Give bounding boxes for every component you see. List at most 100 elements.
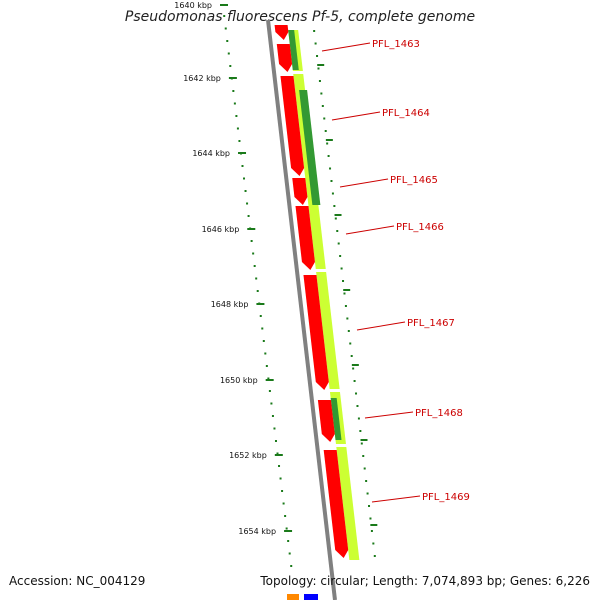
minor-tick <box>279 477 282 480</box>
minor-tick <box>321 105 324 107</box>
minor-tick <box>284 515 287 517</box>
minor-tick <box>337 242 340 245</box>
gene-label: PFL_1464 <box>382 108 430 119</box>
minor-tick <box>250 240 253 242</box>
cds-arrow <box>274 25 289 40</box>
gene-label: PFL_1463 <box>372 39 420 50</box>
minor-tick <box>355 392 358 395</box>
minor-tick <box>320 92 323 95</box>
backbone-line <box>266 19 337 600</box>
genome-summary-text: Topology: circular; Length: 7,074,893 bp… <box>260 574 590 588</box>
minor-tick <box>316 55 319 57</box>
legend-blue-swatch <box>304 594 318 600</box>
minor-tick <box>330 180 333 182</box>
minor-tick <box>326 142 329 145</box>
minor-tick <box>227 52 230 55</box>
major-tick <box>360 439 368 441</box>
map-title: Pseudomonas fluorescens Pf-5, complete g… <box>124 9 476 25</box>
minor-tick <box>343 292 346 295</box>
minor-tick <box>268 390 271 392</box>
gene-label: PFL_1466 <box>396 222 444 233</box>
minor-tick <box>346 317 349 320</box>
minor-tick <box>224 27 227 30</box>
gc-gap <box>290 71 309 74</box>
minor-tick <box>278 465 281 467</box>
minor-tick <box>372 542 375 545</box>
gc-dark-segment <box>299 90 321 205</box>
accession-text: Accession: NC_004129 <box>9 574 146 588</box>
minor-tick <box>264 352 267 355</box>
minor-tick <box>239 152 242 155</box>
cds-arrow <box>303 275 329 390</box>
major-tick <box>284 530 293 532</box>
minor-tick <box>329 167 332 170</box>
minor-tick <box>262 340 265 342</box>
gene-label: PFL_1467 <box>407 318 455 329</box>
major-tick <box>370 524 378 526</box>
minor-tick <box>226 40 229 42</box>
minor-tick <box>267 377 270 380</box>
cds-arrow <box>292 178 308 205</box>
minor-tick <box>366 492 369 495</box>
minor-tick <box>287 540 290 542</box>
tick-label: 1652 kbp <box>229 451 267 460</box>
tick-label: 1642 kbp <box>183 74 221 83</box>
gc-gap <box>326 389 345 392</box>
minor-tick <box>271 415 274 417</box>
minor-tick <box>235 115 238 117</box>
minor-tick <box>285 527 288 530</box>
minor-tick <box>236 127 239 130</box>
gene-label: PFL_1465 <box>390 175 438 186</box>
minor-tick <box>261 327 264 330</box>
gene-callout-line <box>339 178 389 188</box>
minor-tick <box>281 490 284 492</box>
minor-tick <box>373 555 376 557</box>
tick-label: 1644 kbp <box>192 149 230 158</box>
minor-tick <box>369 517 372 520</box>
legend-swatches <box>287 594 318 600</box>
minor-tick <box>274 440 277 442</box>
minor-tick <box>356 405 359 407</box>
minor-tick <box>333 205 336 207</box>
gc-gap <box>312 269 331 272</box>
minor-tick <box>353 380 356 382</box>
minor-tick <box>282 502 285 505</box>
minor-tick <box>362 455 365 457</box>
minor-tick <box>252 252 255 255</box>
minor-tick <box>357 417 360 420</box>
major-tick <box>238 152 247 154</box>
cds-arrow <box>276 44 293 72</box>
cds-arrow <box>295 206 315 270</box>
minor-tick <box>223 15 226 17</box>
gc-dark-segment <box>288 30 299 70</box>
minor-tick <box>349 342 352 345</box>
minor-tick <box>331 192 334 195</box>
minor-tick <box>327 155 330 157</box>
minor-tick <box>340 267 343 270</box>
minor-tick <box>276 452 279 455</box>
gene-callout-line <box>356 321 406 331</box>
major-tick <box>317 64 325 66</box>
minor-tick <box>247 215 250 217</box>
major-tick <box>343 289 351 291</box>
minor-tick <box>363 467 366 470</box>
minor-tick <box>324 130 327 132</box>
minor-tick <box>350 355 353 357</box>
gene-callout-line <box>371 495 421 503</box>
gc-gap <box>333 444 352 447</box>
major-tick <box>247 228 256 230</box>
gene-callout-line <box>345 225 395 235</box>
cds-arrow <box>323 450 349 558</box>
minor-tick <box>342 280 345 282</box>
cds-arrow <box>280 76 305 176</box>
minor-tick <box>230 77 233 80</box>
gene-labels: PFL_1463 PFL_1464 PFL_1465 PFL_1466 PFL_1467… <box>321 39 470 503</box>
gene-label: PFL_1469 <box>422 492 470 503</box>
major-tick <box>256 303 265 305</box>
major-tick <box>274 454 283 456</box>
minor-tick <box>259 315 262 317</box>
tick-label: 1648 kbp <box>211 300 249 309</box>
minor-tick <box>347 330 350 332</box>
minor-tick <box>273 427 276 430</box>
